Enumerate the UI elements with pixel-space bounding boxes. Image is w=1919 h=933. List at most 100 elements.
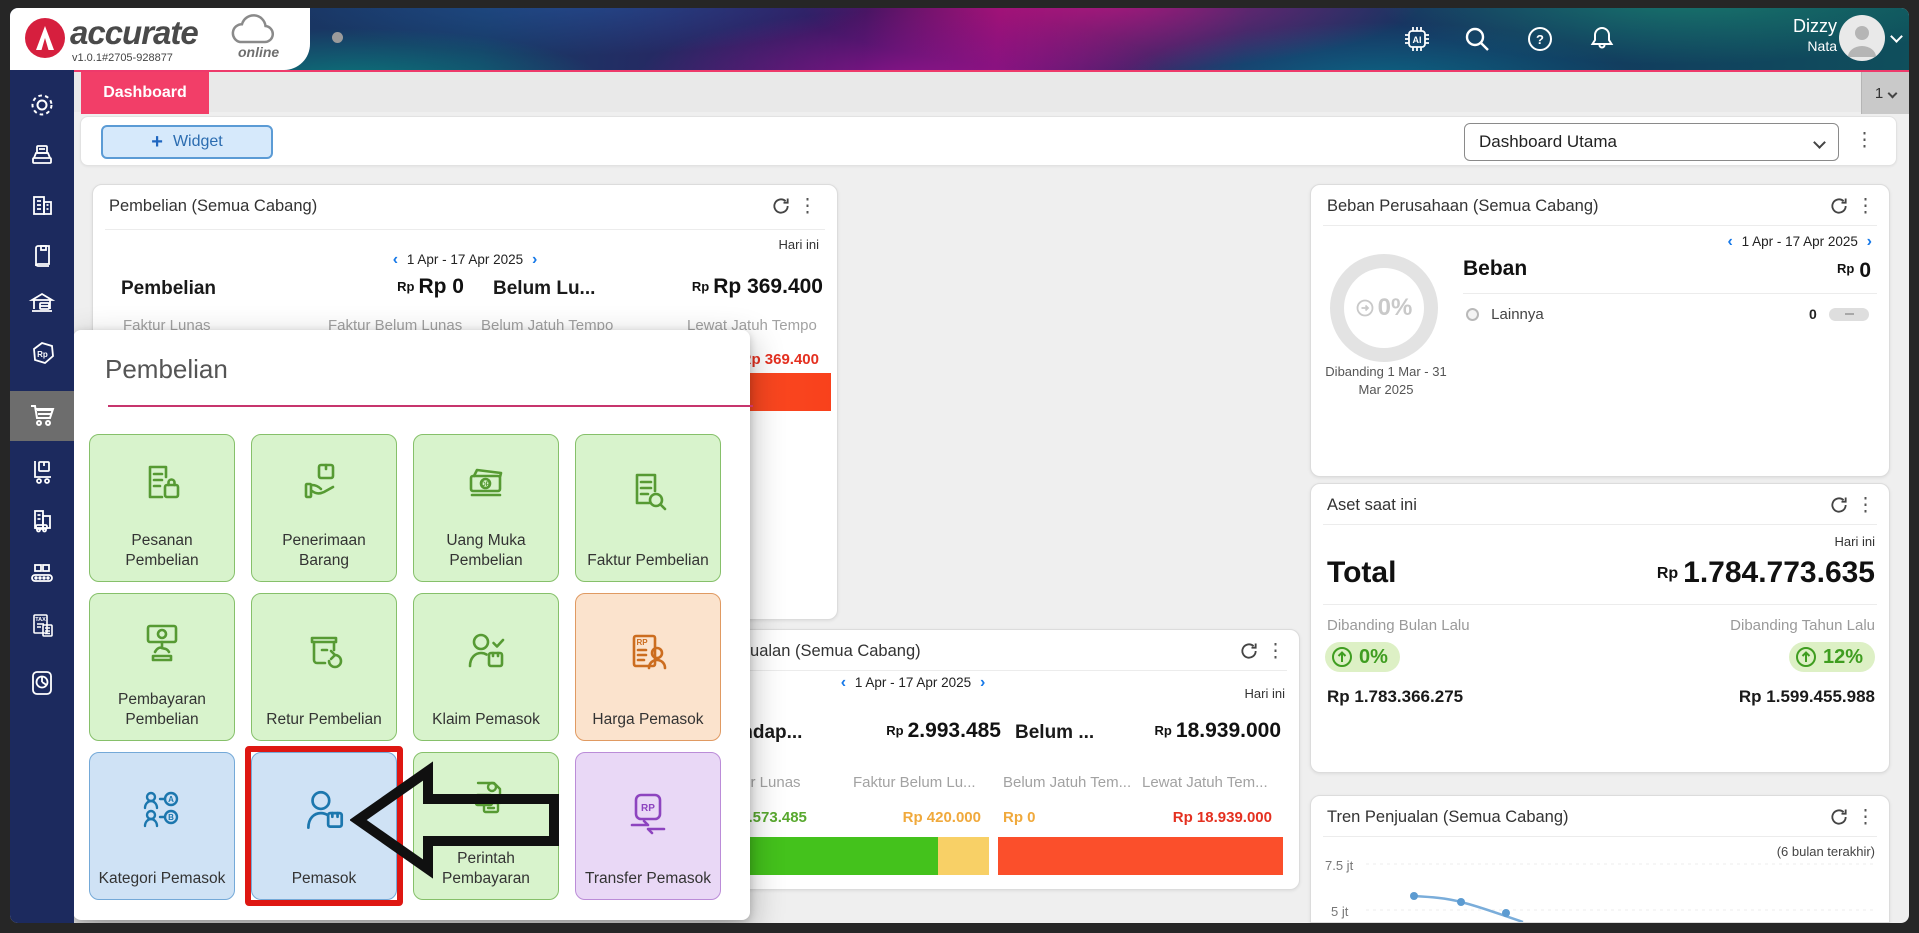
menu-tile-penerimaan-barang[interactable]: Penerimaan Barang [251,434,397,582]
menu-tile-transfer-pemasok[interactable]: RP Transfer Pemasok [575,752,721,900]
dashboard-select[interactable]: Dashboard Utama [1464,123,1839,161]
prev-date-icon[interactable]: ‹ [392,251,399,268]
ai-assistant-icon[interactable]: AI [1402,24,1432,54]
menu-tile-label: Pembayaran Pembelian [118,691,206,728]
card-kebab-icon[interactable]: ⋮ [798,196,817,217]
user-menu-chevron-icon[interactable] [1890,30,1903,43]
metric-value: Rp 18.939.000 [1154,719,1281,742]
cloud-icon [226,12,284,57]
card-kebab-icon[interactable]: ⋮ [1266,641,1285,662]
report-pie-icon [27,668,57,703]
sidebar-item-bank[interactable] [10,280,74,330]
tax-document-icon: TAX [27,611,57,646]
prev-date-icon[interactable]: ‹ [840,674,847,691]
total-value: Rp 1.784.773.635 [1656,556,1875,589]
sidebar-item-journal[interactable] [10,232,74,282]
sidebar-item-settings[interactable] [10,82,74,132]
sidebar-item-inventory[interactable] [10,448,74,498]
svg-text:?: ? [1536,32,1544,47]
purchase-order-icon [138,435,186,531]
sidebar-item-manufacturing[interactable] [10,550,74,600]
menu-tile-pembayaran-pembelian[interactable]: Pembayaran Pembelian [89,593,235,741]
menu-tile-label: Perintah Pembayaran [442,850,530,887]
menu-tile-faktur-pembelian[interactable]: Faktur Pembelian [575,434,721,582]
sidebar-item-reports[interactable] [10,660,74,710]
svg-text:Rp: Rp [37,350,48,359]
sub-value: Rp 18.939.000 [1172,809,1272,826]
menu-tile-uang-muka-pembelian[interactable]: DP Uang Muka Pembelian [413,434,559,582]
sales-summary-card: Penjualan (Semua Cabang) ⋮ Hari ini ‹ 1 … [700,629,1300,890]
sub-label: Lewat Jatuh Tempo [687,317,817,334]
asset-summary-card: Aset saat ini ⋮ Hari ini Total Rp 1.784.7… [1310,483,1890,773]
date-range: 1 Apr - 17 Apr 2025 [406,252,524,267]
overdue-value: Rp 369.400 [740,351,819,368]
refresh-icon[interactable] [1829,495,1849,515]
purchase-payment-icon [138,594,186,690]
prev-date-icon[interactable]: ‹ [1727,233,1733,250]
sidebar-item-cash-register[interactable] [10,130,74,180]
svg-text:A: A [168,795,174,804]
sidebar-item-sales[interactable]: Rp [10,330,74,380]
sub-value: Rp 420.000 [902,809,981,826]
sub-value: Rp 0 [1003,809,1036,826]
compare-value: Rp 1.783.366.275 [1327,687,1464,706]
toolbar-kebab-icon[interactable]: ⋮ [1855,130,1874,151]
manufacture-conveyor-icon [27,558,57,593]
card-title: Tren Penjualan (Semua Cabang) [1327,808,1569,826]
menu-tile-pemasok[interactable]: Pemasok [245,746,403,906]
trend-line-chart [1366,863,1876,922]
app-header: accurate online v1.0.1#2705-928877 AI ? … [10,8,1909,70]
purchase-invoice-icon [624,435,672,551]
refresh-icon[interactable] [1239,641,1259,661]
menu-tile-label: Retur Pembelian [266,710,382,728]
date-range: 1 Apr - 17 Apr 2025 [1741,234,1858,249]
section-value: Rp 0 [1836,259,1871,282]
page-selector[interactable]: 1 [1861,72,1909,114]
goods-receipt-icon [300,435,348,531]
card-kebab-icon[interactable]: ⋮ [1856,807,1875,828]
avatar[interactable] [1839,15,1885,61]
menu-tile-retur-pembelian[interactable]: Retur Pembelian [251,593,397,741]
sidebar-item-tax[interactable]: TAX [10,603,74,653]
refresh-icon[interactable] [771,196,791,216]
menu-tile-klaim-pemasok[interactable]: Klaim Pemasok [413,593,559,741]
menu-tile-label: Pemasok [291,869,357,887]
next-date-icon[interactable]: › [531,251,538,268]
metric-label: Pembelian [121,278,217,299]
menu-tile-harga-pemasok[interactable]: RP Harga Pemasok [575,593,721,741]
cash-register-icon [27,138,57,173]
search-icon[interactable] [1462,24,1492,54]
brand-name: accurate [70,14,199,51]
menu-tile-label: Pesanan Pembelian [125,532,199,569]
down-payment-icon: DP [462,435,510,531]
sidebar-item-fixed-assets[interactable] [10,498,74,548]
menu-tile-label: Faktur Pembelian [587,551,709,569]
metric-label: Belum Lu... [493,278,596,299]
sidebar-item-company[interactable] [10,182,74,232]
vendor-icon [299,753,349,869]
card-kebab-icon[interactable]: ⋮ [1856,196,1875,217]
next-date-icon[interactable]: › [979,674,986,691]
menu-tile-label: Harga Pemasok [592,710,704,728]
notifications-bell-icon[interactable] [1587,24,1617,54]
brand-online-label: online [238,44,280,60]
today-label: Hari ini [778,237,819,252]
user-name[interactable]: Dizzy Nata [1793,16,1837,54]
card-kebab-icon[interactable]: ⋮ [1856,495,1875,516]
menu-tile-perintah-pembayaran[interactable]: RP Perintah Pembayaran [349,752,559,900]
add-widget-button[interactable]: + Widget [101,125,273,159]
purchase-return-icon [300,594,348,710]
refresh-icon[interactable] [1829,196,1849,216]
sidebar-item-purchases[interactable] [10,391,74,441]
paid-bar-segment [713,837,938,875]
svg-text:DP: DP [481,482,489,488]
next-date-icon[interactable]: › [1866,233,1872,250]
help-icon[interactable]: ? [1525,24,1555,54]
tab-dashboard[interactable]: Dashboard [81,72,209,114]
total-label: Total [1327,556,1397,589]
menu-tile-pesanan-pembelian[interactable]: Pesanan Pembelian [89,434,235,582]
y-tick: 5 jt [1331,904,1349,919]
refresh-icon[interactable] [1829,807,1849,827]
